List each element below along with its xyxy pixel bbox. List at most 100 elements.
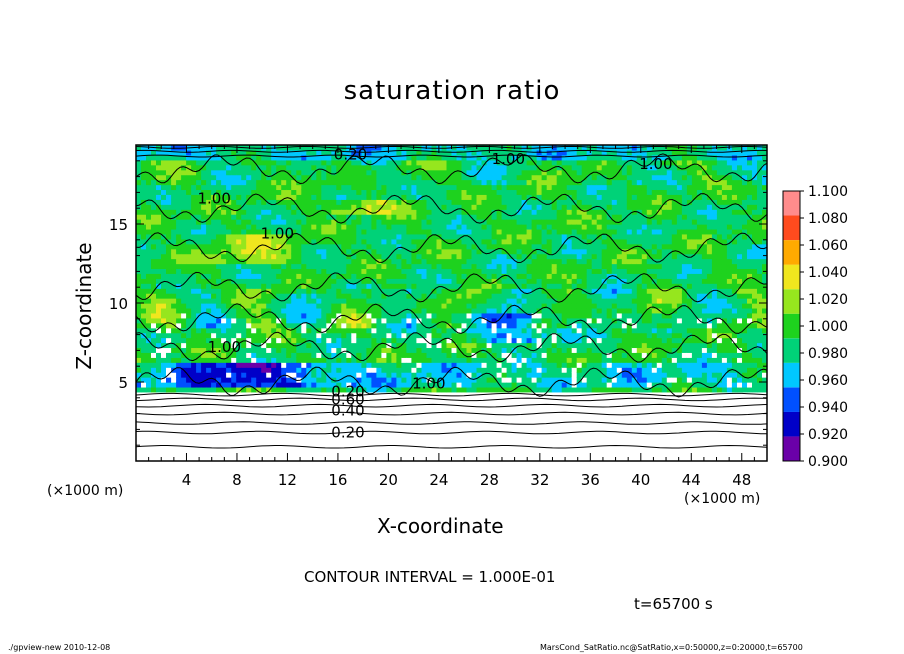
field-cell [231, 352, 237, 358]
field-cell [426, 189, 433, 195]
field-cell [371, 145, 378, 151]
field-cell [556, 357, 563, 363]
field-cell [246, 243, 252, 250]
field-cell [221, 169, 227, 176]
field-cell [236, 317, 242, 324]
field-cell [586, 372, 593, 378]
field-cell [441, 199, 448, 205]
field-cell [591, 357, 598, 363]
field-cell [596, 268, 603, 274]
field-cell [291, 204, 297, 210]
field-cell [311, 278, 317, 284]
field-cell [226, 263, 232, 270]
field-cell [441, 263, 448, 270]
field-cell [381, 263, 388, 270]
field-cell [526, 219, 533, 225]
field-cell [406, 243, 413, 250]
field-cell [571, 303, 578, 309]
field-cell [456, 243, 463, 250]
field-cell [246, 224, 252, 230]
field-cell [191, 199, 197, 205]
field-cell [281, 174, 287, 181]
field-cell [146, 288, 152, 294]
field-cell [456, 382, 463, 388]
field-cell [481, 164, 488, 171]
field-cell [446, 169, 453, 176]
field-cell [486, 238, 493, 245]
field-cell [376, 184, 383, 191]
field-cell [141, 307, 147, 314]
field-cell [586, 288, 593, 294]
field-cell [401, 283, 408, 289]
field-cell [571, 322, 578, 329]
field-cell [456, 174, 463, 181]
field-cell [561, 263, 568, 270]
field-cell [346, 303, 352, 309]
field-cell [281, 204, 287, 210]
field-cell [446, 238, 453, 245]
field-cell [576, 268, 583, 274]
field-cell [256, 283, 262, 289]
field-cell [416, 189, 423, 195]
field-cell [446, 293, 453, 299]
field-cell [231, 362, 237, 368]
field-cell [236, 248, 242, 255]
field-cell [166, 322, 172, 329]
field-cell [611, 268, 618, 274]
field-cell [321, 194, 327, 200]
field-cell [581, 337, 588, 344]
field-cell [256, 159, 262, 166]
field-cell [251, 362, 257, 368]
field-cell [381, 169, 388, 176]
field-cell [481, 248, 488, 255]
field-cell [506, 149, 513, 156]
field-cell [326, 233, 332, 240]
field-cell [556, 337, 563, 344]
field-cell [236, 386, 242, 393]
field-cell [276, 194, 282, 200]
field-cell [301, 386, 307, 393]
field-cell [491, 273, 498, 279]
field-cell [341, 154, 347, 161]
field-cell [381, 317, 388, 324]
field-cell [141, 263, 147, 270]
field-cell [526, 293, 533, 299]
field-cell [231, 283, 237, 289]
field-cell [441, 268, 448, 274]
field-cell [481, 253, 488, 260]
field-cell [201, 194, 207, 200]
field-cell [491, 303, 498, 309]
field-cell [376, 307, 383, 314]
field-cell [426, 224, 433, 230]
field-cell [226, 159, 232, 166]
field-cell [266, 386, 272, 393]
field-cell [381, 273, 388, 279]
field-cell [481, 194, 488, 200]
field-cell [241, 367, 247, 373]
field-cell [176, 149, 182, 156]
field-cell [586, 224, 593, 230]
x-unit-label-right: (×1000 m) [684, 491, 761, 507]
field-cell [181, 263, 187, 270]
field-cell [346, 258, 352, 265]
field-cell [231, 273, 237, 279]
field-cell [521, 288, 528, 294]
field-cell [386, 327, 393, 334]
field-cell [206, 273, 212, 279]
field-cell [531, 263, 538, 270]
field-cell [161, 273, 167, 279]
field-cell [606, 209, 613, 215]
field-cell [611, 224, 618, 230]
field-cell [561, 149, 568, 156]
field-cell [251, 258, 257, 265]
field-cell [226, 189, 232, 195]
field-cell [251, 347, 257, 353]
field-cell [146, 238, 152, 245]
field-cell [381, 194, 388, 200]
field-cell [161, 199, 167, 205]
field-cell [276, 273, 282, 279]
field-cell [476, 278, 483, 284]
field-cell [521, 317, 528, 324]
field-cell [486, 382, 493, 388]
field-cell [356, 352, 362, 358]
